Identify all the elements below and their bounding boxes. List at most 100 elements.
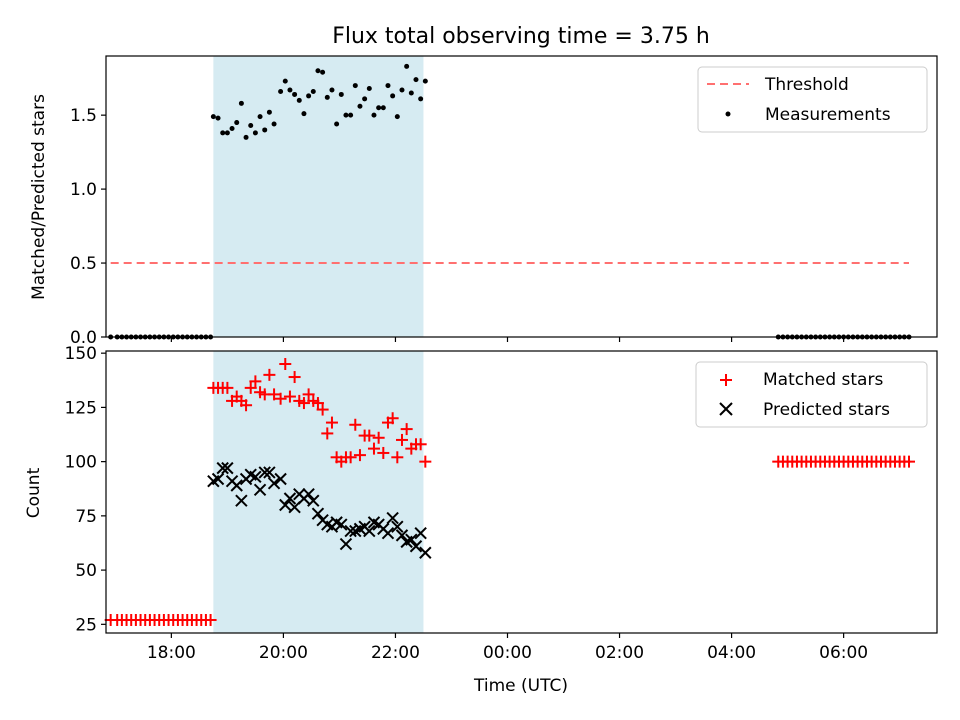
legend-measurements-label: Measurements [765,105,891,125]
predicted-stars-point [344,524,357,538]
bottom-x-axis: 18:00 20:00 22:00 00:00 02:00 04:00 06:00 [147,633,868,663]
predicted-stars-point [249,470,262,484]
matched-stars-point [391,451,404,464]
measurement-point [418,96,424,102]
bottom-y-tick-label: 25 [75,615,97,635]
bottom-y-tick-label: 100 [65,453,97,473]
measurement-point [229,125,235,131]
measurement-point [292,91,298,97]
measurement-point [334,121,340,127]
matched-stars-point [283,390,296,403]
measurement-point [243,134,249,140]
measurement-point [413,77,419,83]
bottom-observing-window [213,351,424,633]
measurement-point [278,88,284,94]
measurement-point [238,100,244,106]
top-y-axis: 0.0 0.5 1.0 1.5 [70,106,106,348]
bottom-x-tick-label: 02:00 [595,643,644,663]
matched-stars-point [902,455,915,468]
predicted-stars-point [267,477,281,490]
predicted-stars-point [386,511,399,525]
matched-stars-point [395,433,408,446]
measurement-point [266,109,272,115]
measurement-point [385,83,391,89]
matched-stars-point [344,451,357,464]
matched-stars-point [204,613,217,626]
predicted-stars-point [405,533,418,546]
bottom-x-tick-label: 22:00 [371,643,420,663]
measurement-point [306,93,312,99]
measurement-point [348,112,354,118]
matched-stars-point [386,412,399,425]
bottom-y-axis: 25 50 75 100 125 150 [65,344,106,635]
matched-stars-point [244,381,257,394]
bottom-legend-box [695,361,928,428]
measurement-point [271,121,277,127]
measurement-point [394,114,400,120]
measurement-point [224,130,230,136]
matched-stars-point [419,455,432,468]
chart-title: Flux total observing time = 3.75 h [332,24,710,49]
measurement-point [390,93,396,99]
predicted-stars-point [235,494,248,507]
matched-stars-point [297,397,310,410]
measurement-point [320,69,326,75]
matched-stars-point [311,397,324,410]
measurement-point [282,78,288,84]
matched-stars-point [240,399,253,412]
matched-stars-point [325,416,338,429]
predicted-stars-point [221,461,234,475]
matched-stars-point [349,418,362,431]
predicted-stars-point [414,527,427,540]
top-x-axis [170,337,845,342]
top-observing-window [213,56,424,337]
top-y-axis-label: Matched/Predicted stars [29,94,49,300]
x-axis-label: Time (UTC) [473,676,568,696]
matched-stars-point [353,449,366,462]
measurement-point [262,127,268,133]
measurement-point [210,114,216,120]
legend-predicted-swatch [719,402,733,416]
measurement-point [248,123,254,129]
predicted-stars-point [263,466,276,479]
matched-stars-point [377,446,390,459]
predicted-stars-point [274,472,287,486]
measurement-point [234,120,240,126]
predicted-stars-point [279,498,292,512]
legend-measurements-swatch [725,111,731,117]
top-legend: Threshold Measurements [697,66,928,133]
measurement-point [287,87,293,93]
measurement-point [376,105,382,111]
bottom-x-tick-label: 06:00 [819,643,868,663]
measurement-point [215,115,221,121]
predicted-stars-point [395,529,409,542]
bottom-x-tick-label: 00:00 [483,643,532,663]
bottom-y-tick-label: 150 [65,344,97,364]
matched-stars-point [263,368,276,381]
top-y-tick-label: 1.0 [70,180,97,200]
predicted-stars-point [339,537,353,551]
matched-stars-point [316,403,329,416]
predicted-stars-point [230,479,243,492]
bottom-y-tick-label: 50 [75,561,97,581]
bottom-axes-frame [105,350,938,634]
measurement-point [352,83,358,89]
measurement-point [310,88,316,94]
measurement-point [399,87,405,93]
measurement-point [296,97,302,103]
matched-stars-point [274,392,287,405]
bottom-x-tick-label: 04:00 [707,643,756,663]
measurement-point [380,105,386,111]
matched-stars-point [321,427,334,440]
legend-threshold-label: Threshold [764,75,849,95]
bottom-y-tick-label: 125 [65,398,97,418]
predicted-stars-point [335,518,348,531]
matched-stars-point [363,429,376,442]
measurement-point [408,90,414,96]
predicted-stars-point [307,494,320,507]
predicted-stars-point [283,492,297,505]
predicted-stars-point [253,483,267,497]
measurement-point [357,103,363,109]
measurement-point [329,87,335,93]
predicted-stars-series [207,461,432,559]
